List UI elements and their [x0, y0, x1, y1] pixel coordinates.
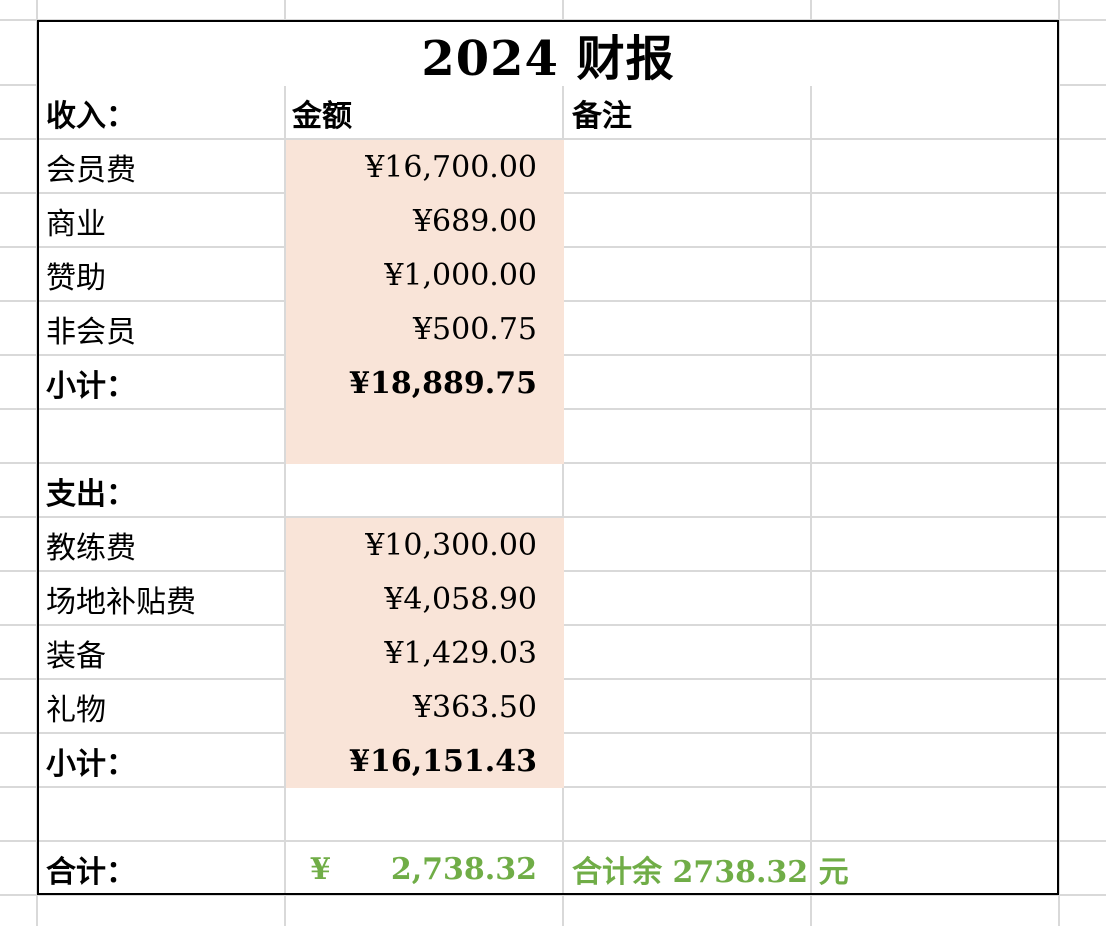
row-label-cell[interactable]: 赞助 [46, 261, 106, 296]
total-amount-cell[interactable]: ¥ 2,738.32 [286, 842, 564, 896]
empty-cell[interactable] [812, 518, 1057, 572]
total-amount-value: 2,738.32 [390, 851, 537, 887]
note-cell[interactable] [564, 680, 812, 734]
note-cell[interactable] [564, 626, 812, 680]
blank-row [39, 788, 1057, 842]
row-label-cell[interactable]: 礼物 [46, 693, 106, 728]
note-cell[interactable] [564, 788, 812, 842]
table-row: 场地补贴费 ¥4,058.90 [39, 572, 1057, 626]
note-cell[interactable] [564, 518, 812, 572]
gridline [0, 840, 1106, 842]
gridline [0, 894, 1106, 896]
table-row: 教练费 ¥10,300.00 [39, 518, 1057, 572]
row-label-cell[interactable]: 非会员 [46, 315, 136, 350]
amount-cell[interactable]: ¥1,000.00 [286, 248, 564, 302]
note-cell[interactable] [564, 464, 812, 518]
table-row: 装备 ¥1,429.03 [39, 626, 1057, 680]
expense-header-row: 支出： [39, 464, 1057, 518]
table-row: 会员费 ¥16,700.00 [39, 140, 1057, 194]
gridline [0, 516, 1106, 518]
empty-cell[interactable] [812, 302, 1057, 356]
empty-cell[interactable] [812, 140, 1057, 194]
amount-cell[interactable]: ¥4,058.90 [286, 572, 564, 626]
note-cell[interactable] [564, 572, 812, 626]
report-title[interactable]: 2024 财报 [39, 22, 1057, 87]
currency-symbol: ¥ [310, 851, 331, 887]
empty-cell[interactable] [812, 626, 1057, 680]
note-cell[interactable] [564, 248, 812, 302]
empty-cell[interactable] [812, 788, 1057, 842]
income-subtotal-amount[interactable]: ¥18,889.75 [286, 356, 564, 410]
note-cell[interactable] [564, 356, 812, 410]
expense-header-cell[interactable]: 支出： [46, 477, 136, 512]
table-row: 赞助 ¥1,000.00 [39, 248, 1057, 302]
note-cell[interactable] [564, 410, 812, 464]
blank-row [39, 410, 1057, 464]
table-row: 商业 ¥689.00 [39, 194, 1057, 248]
amount-cell[interactable]: ¥689.00 [286, 194, 564, 248]
empty-cell[interactable] [812, 572, 1057, 626]
amount-cell[interactable]: ¥500.75 [286, 302, 564, 356]
expense-subtotal-row: 小计： ¥16,151.43 [39, 734, 1057, 788]
empty-cell[interactable] [812, 464, 1057, 518]
amount-cell[interactable]: ¥1,429.03 [286, 626, 564, 680]
income-header-cell[interactable]: 收入： [46, 99, 136, 134]
amount-cell[interactable]: ¥16,700.00 [286, 140, 564, 194]
total-row: 合计： ¥ 2,738.32 合计余 2738.32 元 [39, 842, 1057, 896]
note-cell[interactable] [564, 194, 812, 248]
row-label-cell[interactable]: 场地补贴费 [46, 585, 196, 620]
empty-cell[interactable] [812, 680, 1057, 734]
note-cell[interactable] [564, 140, 812, 194]
amount-header-cell[interactable]: 金额 [292, 99, 352, 134]
header-row: 收入： 金额 备注 [39, 86, 1057, 140]
subtotal-label-cell[interactable]: 小计： [46, 747, 136, 782]
row-label-cell[interactable]: 教练费 [46, 531, 136, 566]
empty-cell[interactable] [812, 410, 1057, 464]
empty-cell[interactable] [812, 356, 1057, 410]
empty-amount-cell[interactable] [286, 788, 564, 842]
note-cell[interactable] [564, 734, 812, 788]
total-label-cell[interactable]: 合计： [46, 855, 136, 890]
empty-cell[interactable] [39, 410, 286, 464]
row-label-cell[interactable]: 会员费 [46, 153, 136, 188]
income-subtotal-row: 小计： ¥18,889.75 [39, 356, 1057, 410]
table-body: 收入： 金额 备注 会员费 ¥16,700.00 商业 ¥689.00 赞助 ¥… [39, 86, 1057, 896]
gridline [0, 138, 1106, 140]
subtotal-label-cell[interactable]: 小计： [46, 369, 136, 404]
table-row: 礼物 ¥363.50 [39, 680, 1057, 734]
amount-cell[interactable]: ¥10,300.00 [286, 518, 564, 572]
note-header-cell[interactable]: 备注 [572, 99, 632, 134]
row-label-cell[interactable]: 商业 [46, 207, 106, 242]
total-note-cell[interactable]: 合计余 2738.32 元 [572, 855, 849, 890]
empty-amount-cell[interactable] [286, 464, 564, 518]
empty-cell[interactable] [39, 788, 286, 842]
empty-cell[interactable] [812, 734, 1057, 788]
table-row: 非会员 ¥500.75 [39, 302, 1057, 356]
expense-subtotal-amount[interactable]: ¥16,151.43 [286, 734, 564, 788]
empty-amount-cell[interactable] [286, 410, 564, 464]
empty-cell[interactable] [812, 86, 1057, 140]
row-label-cell[interactable]: 装备 [46, 639, 106, 674]
amount-cell[interactable]: ¥363.50 [286, 680, 564, 734]
financial-report-table: 2024 财报 收入： 金额 备注 会员费 ¥16,700.00 商业 ¥689… [37, 20, 1059, 895]
empty-cell[interactable] [812, 248, 1057, 302]
note-cell[interactable] [564, 302, 812, 356]
empty-cell[interactable] [812, 194, 1057, 248]
